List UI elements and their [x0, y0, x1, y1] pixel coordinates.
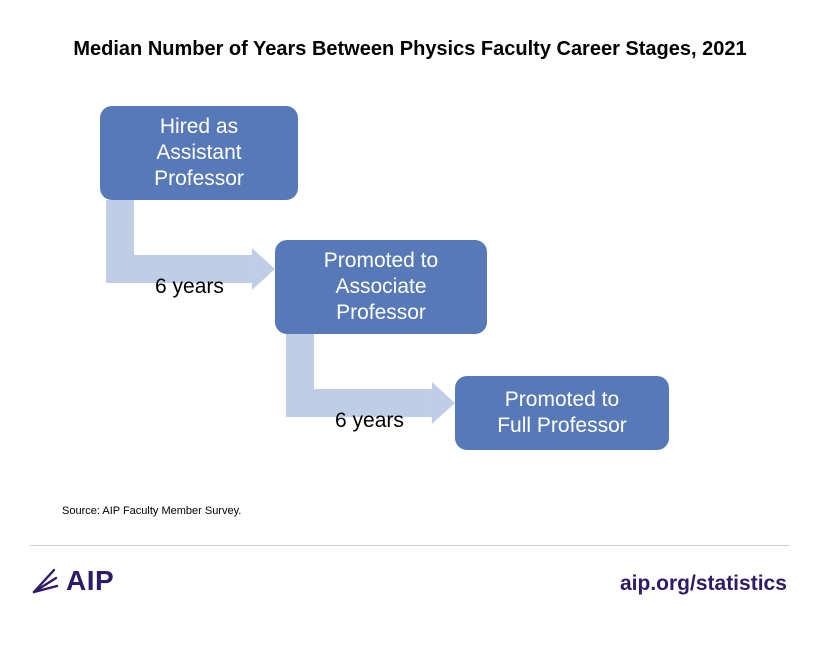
aip-logo-icon: [30, 566, 60, 596]
stage-label: Hired asAssistantProfessor: [154, 114, 244, 193]
duration-label-1: 6 years: [155, 275, 224, 299]
footer-divider: [30, 545, 790, 546]
aip-logo: AIP: [30, 565, 114, 597]
stage-full-professor: Promoted toFull Professor: [455, 376, 669, 450]
source-citation: Source: AIP Faculty Member Survey.: [62, 505, 241, 517]
footer-url: aip.org/statistics: [620, 572, 787, 596]
aip-logo-text: AIP: [66, 565, 114, 597]
duration-label-2: 6 years: [335, 409, 404, 433]
stage-associate-professor: Promoted toAssociateProfessor: [275, 240, 487, 334]
stage-label: Promoted toAssociateProfessor: [324, 248, 438, 327]
stage-label: Promoted toFull Professor: [497, 387, 627, 440]
figure-canvas: Median Number of Years Between Physics F…: [0, 0, 820, 648]
stage-assistant-professor: Hired asAssistantProfessor: [100, 106, 298, 200]
